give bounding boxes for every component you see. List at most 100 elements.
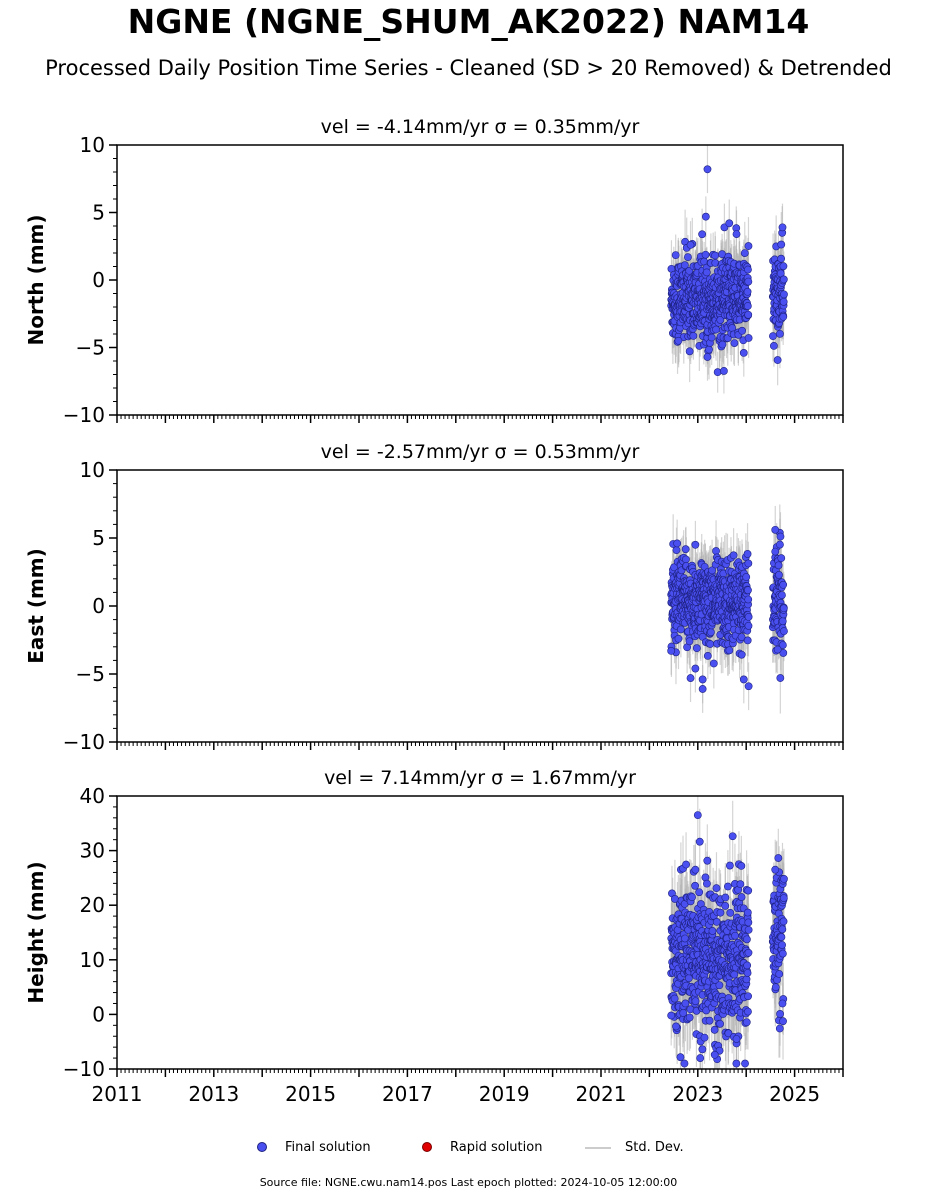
data-point (744, 992, 752, 1001)
data-point (667, 646, 676, 655)
data-point (737, 861, 746, 870)
y-tick-label: 10 (80, 458, 105, 482)
panel-title: vel = 7.14mm/yr σ = 1.67mm/yr (324, 767, 636, 789)
data-point (707, 333, 716, 342)
data-point (778, 999, 787, 1008)
y-tick-label: 10 (80, 133, 105, 157)
panel-title: vel = -4.14mm/yr σ = 0.35mm/yr (321, 116, 640, 138)
data-point (777, 240, 786, 249)
data-point (778, 941, 786, 949)
data-point (701, 250, 710, 259)
data-point (744, 277, 753, 286)
data-point (776, 329, 784, 338)
data-point (672, 546, 681, 554)
data-point (774, 561, 783, 570)
chart-panel-2: vel = -2.57mm/yr σ = 0.53mm/yr East (mm) −… (24, 441, 844, 754)
x-tick-label: 2023 (672, 1082, 723, 1106)
data-point (743, 550, 752, 558)
data-point (779, 649, 788, 657)
data-point (692, 644, 701, 653)
y-axis-label: East (mm) (24, 548, 48, 664)
data-point (744, 886, 753, 895)
data-point (721, 893, 730, 902)
data-point (710, 1050, 719, 1059)
data-point (713, 368, 722, 377)
data-point (703, 651, 712, 660)
data-point (696, 1054, 705, 1062)
y-tick-label: 10 (80, 948, 105, 972)
figure-title: NGNE (NGNE_SHUM_AK2022) NAM14 (127, 2, 810, 41)
data-point (732, 1059, 741, 1068)
data-point (737, 633, 746, 641)
data-point (742, 1018, 751, 1027)
legend-label-final: Final solution (285, 1139, 371, 1155)
data-point (744, 682, 753, 691)
data-point (779, 262, 788, 271)
data-point (769, 332, 777, 341)
rapid-solution-marker (422, 1142, 432, 1152)
data-point (680, 1059, 689, 1068)
data-point (706, 628, 715, 637)
data-point (737, 650, 746, 659)
chart-panel-1: vel = -4.14mm/yr σ = 0.35mm/yr North (mm)… (24, 116, 844, 427)
data-point (685, 637, 694, 646)
data-point (741, 1059, 749, 1068)
data-point (771, 525, 780, 534)
data-point (732, 230, 741, 238)
data-point (779, 1017, 787, 1026)
data-point (686, 240, 695, 249)
data-point (702, 268, 711, 277)
data-point (680, 261, 689, 270)
data-point (779, 917, 788, 926)
data-point (743, 302, 752, 310)
x-tick-label: 2025 (769, 1082, 820, 1106)
data-point (724, 1029, 733, 1038)
data-point (776, 1010, 784, 1018)
data-point (744, 613, 753, 621)
source-footnote: Source file: NGNE.cwu.nam14.pos Last epo… (259, 1176, 678, 1189)
data-point (708, 566, 716, 575)
data-point (712, 884, 721, 893)
data-point (698, 685, 707, 693)
data-point (709, 659, 718, 668)
data-point (670, 994, 679, 1003)
data-point (673, 539, 682, 548)
data-point (712, 918, 721, 926)
data-point (742, 935, 751, 944)
data-point (743, 961, 752, 970)
data-point (780, 874, 788, 883)
data-layer (667, 796, 788, 1069)
data-point (771, 547, 780, 556)
data-point (726, 908, 735, 917)
data-point (689, 331, 698, 340)
data-point (703, 879, 711, 888)
y-tick-label: 0 (92, 1002, 105, 1026)
data-point (744, 559, 753, 568)
data-point (691, 881, 699, 890)
data-point (773, 356, 782, 364)
y-tick-label: 30 (80, 839, 105, 863)
final-solution-marker (257, 1142, 267, 1152)
data-point (698, 675, 707, 684)
data-point (723, 882, 732, 891)
data-point (691, 540, 700, 549)
data-point (743, 287, 752, 296)
data-point (725, 219, 734, 228)
data-point (744, 621, 753, 630)
data-point (777, 933, 786, 941)
data-point (711, 251, 720, 260)
data-point (775, 571, 783, 579)
data-point (777, 554, 786, 563)
data-point (744, 918, 753, 927)
data-point (674, 634, 683, 643)
legend-item-rapid: Rapid solution (422, 1136, 542, 1158)
x-tick-label: 2017 (382, 1082, 433, 1106)
data-point (774, 854, 783, 862)
data-point (778, 925, 787, 934)
data-point (698, 230, 707, 239)
data-point (688, 893, 696, 902)
y-tick-label: 40 (80, 784, 105, 808)
data-point (742, 975, 751, 984)
data-point (739, 675, 748, 684)
data-point (743, 908, 752, 917)
